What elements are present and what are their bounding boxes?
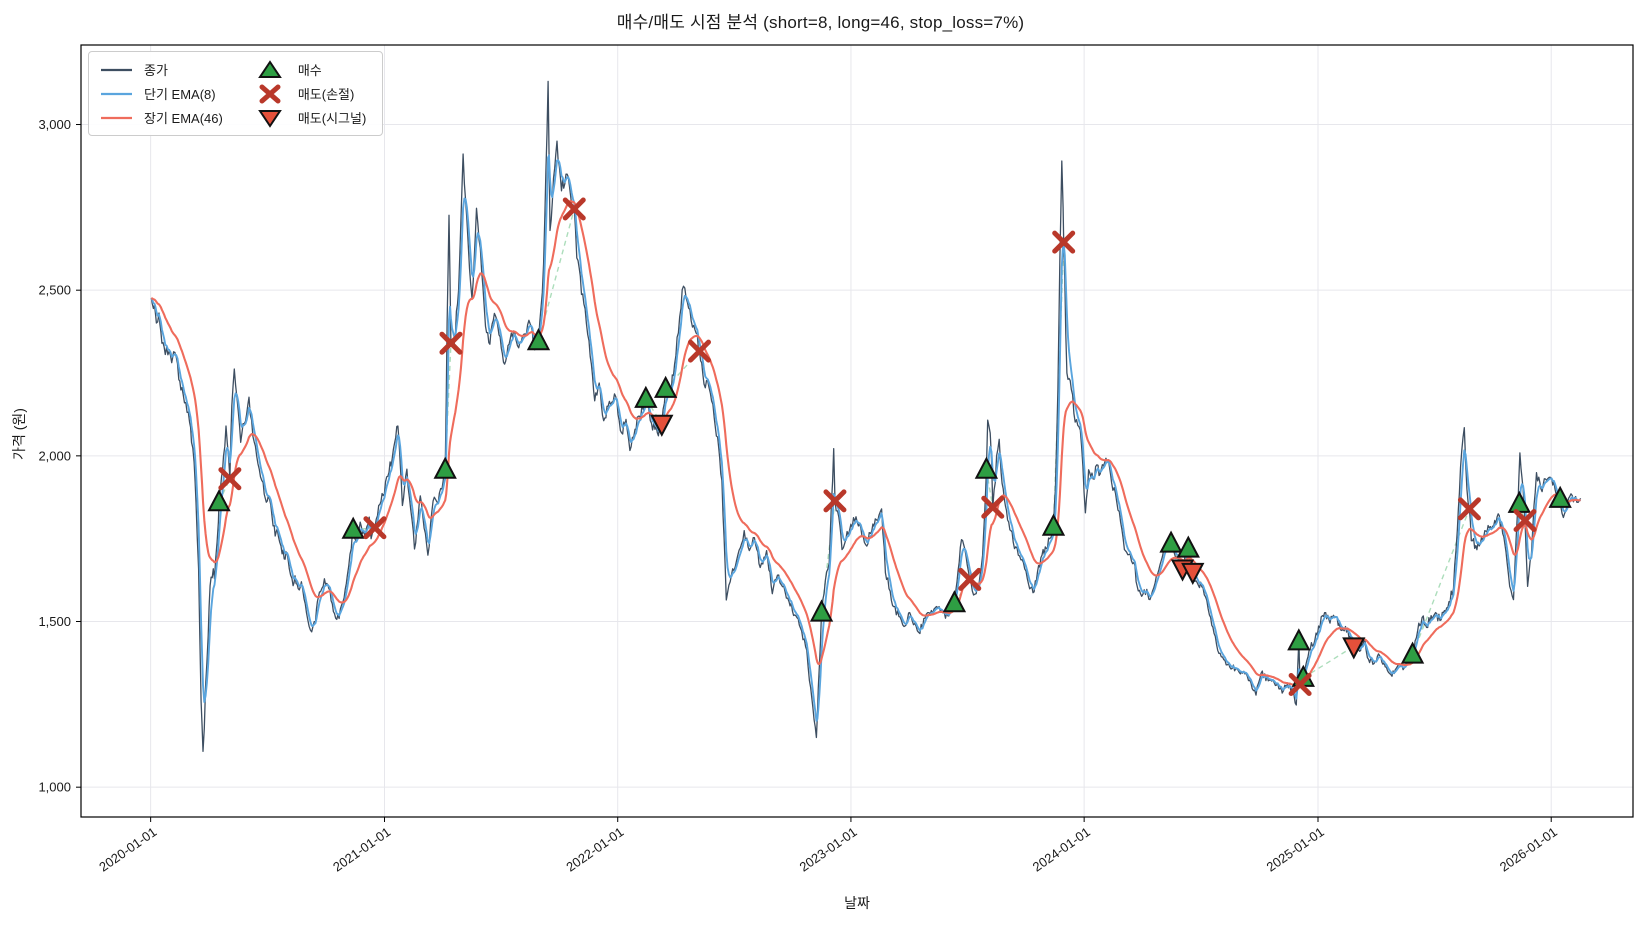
buy-marker	[433, 456, 457, 479]
x-tick-label: 2024-01-01	[1030, 824, 1093, 874]
x-tick-label: 2021-01-01	[330, 824, 393, 874]
buy-marker	[207, 489, 231, 512]
buy-marker	[942, 590, 967, 613]
buy-marker	[634, 385, 658, 408]
y-tick-label: 2,500	[38, 283, 71, 298]
buy-marker	[1507, 490, 1531, 513]
trade-markers	[207, 197, 1572, 696]
legend-label-sell-stop: 매도(손절)	[297, 87, 355, 102]
buy-marker-icon	[257, 59, 282, 78]
buy-marker	[974, 456, 999, 479]
legend-item-sell-signal: 매도(시그널)	[253, 107, 366, 128]
sell-stop-marker	[1457, 497, 1481, 521]
close-price-line	[150, 80, 1582, 753]
y-tick-label: 1,000	[38, 780, 71, 795]
buy-marker	[526, 328, 551, 351]
x-axis-title: 날짜	[844, 895, 870, 911]
close-line-swatch-icon	[101, 68, 132, 71]
ema-short-line-swatch-icon	[101, 92, 132, 95]
buy-marker	[1400, 641, 1425, 664]
sell-stop-marker	[363, 516, 387, 540]
ema-long-line	[150, 200, 1581, 690]
x-tick-label: 2020-01-01	[96, 824, 159, 874]
trade-links	[218, 208, 1526, 685]
x-tick-label: 2025-01-01	[1264, 824, 1327, 874]
sell-stop-marker	[958, 567, 982, 591]
gridlines	[81, 45, 1633, 817]
y-tick-label: 2,000	[38, 448, 71, 463]
sell-stop-marker-icon	[259, 84, 281, 103]
legend-item-ema-long: 장기 EMA(46)	[99, 107, 223, 128]
sell-stop-marker	[1513, 508, 1537, 532]
x-tick-label: 2023-01-01	[797, 824, 860, 874]
sell-stop-marker	[823, 489, 847, 513]
buy-marker	[1041, 513, 1066, 536]
sell-stop-marker	[688, 339, 711, 363]
legend-label-sell-signal: 매도(시그널)	[297, 111, 367, 126]
ema-long-line-swatch-icon	[101, 116, 132, 119]
sell-signal-marker	[1342, 637, 1366, 660]
legend-label-ema-long: 장기 EMA(46)	[144, 111, 223, 126]
buy-marker	[653, 375, 678, 398]
legend-item-buy: 매수	[253, 59, 366, 80]
sell-stop-marker	[981, 495, 1005, 519]
legend-label-ema-short: 단기 EMA(8)	[144, 87, 216, 102]
sell-stop-marker	[1052, 230, 1076, 254]
y-axis-title: 가격 (원)	[11, 408, 27, 460]
buy-marker	[1548, 485, 1572, 508]
series-lines	[150, 80, 1582, 753]
sell-signal-marker	[1181, 562, 1205, 585]
buy-marker	[1159, 530, 1183, 553]
chart-title: 매수/매도 시점 분석 (short=8, long=46, stop_loss…	[616, 13, 1025, 32]
y-tick-label: 3,000	[38, 117, 71, 132]
sell-stop-marker	[218, 467, 242, 491]
legend-label-buy: 매수	[297, 63, 322, 78]
legend: 종가 단기 EMA(8) 장기 EMA(46) 매수 매도(손절)	[88, 51, 384, 136]
sell-stop-marker	[562, 197, 586, 221]
buy-marker	[341, 516, 365, 539]
y-tick-label: 1,500	[38, 614, 71, 629]
buy-marker	[809, 599, 834, 622]
sell-stop-marker	[439, 331, 463, 355]
legend-item-sell-stop: 매도(손절)	[253, 83, 366, 104]
buy-marker	[1176, 535, 1200, 558]
sell-signal-marker-icon	[257, 109, 282, 128]
legend-label-close: 종가	[144, 63, 168, 78]
legend-item-ema-short: 단기 EMA(8)	[99, 83, 223, 104]
buy-marker	[1287, 628, 1311, 651]
ema-short-line	[150, 154, 1582, 722]
legend-item-close: 종가	[99, 59, 223, 80]
plot-border	[80, 44, 1634, 818]
x-tick-label: 2026-01-01	[1497, 824, 1560, 874]
sell-stop-marker	[1288, 672, 1312, 696]
x-tick-label: 2022-01-01	[563, 824, 626, 874]
sell-signal-marker	[650, 414, 674, 437]
